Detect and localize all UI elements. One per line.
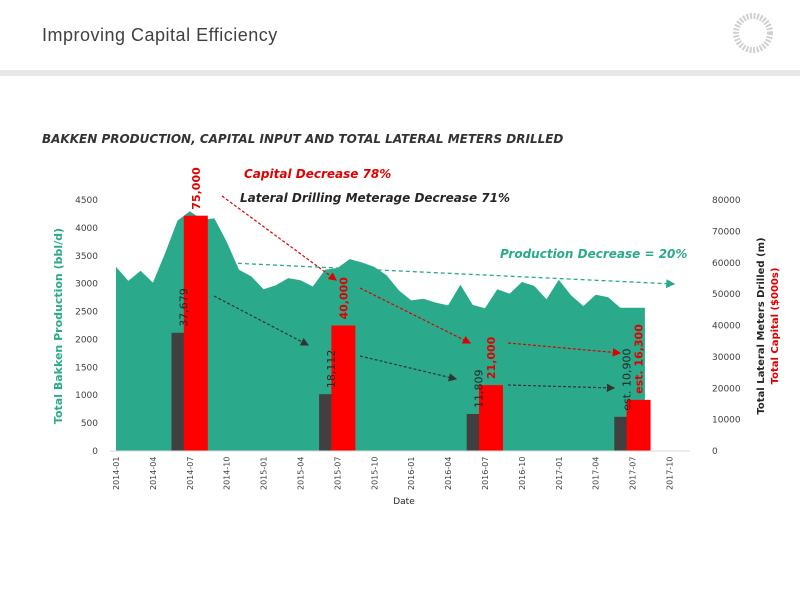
y-left-tick-label: 4000 <box>75 224 98 234</box>
capital-bar-label: 21,000 <box>485 336 498 379</box>
x-tick-label: 2016-10 <box>518 457 527 490</box>
production-area <box>116 211 645 451</box>
capital-trend-arrow <box>221 195 337 281</box>
capital-trend-arrow <box>359 287 472 344</box>
capital-trend-arrow <box>507 342 622 357</box>
capital-bar <box>183 215 208 451</box>
y-right-tick-label: 80000 <box>712 196 741 206</box>
x-tick-label: 2014-07 <box>186 457 195 490</box>
capital-bar <box>331 325 356 451</box>
slide-title: Improving Capital Efficiency <box>42 25 278 45</box>
production-decrease-annotation: Production Decrease = 20% <box>500 247 687 261</box>
x-tick-label: 2014-10 <box>223 457 232 490</box>
x-tick-label: 2017-10 <box>666 457 675 490</box>
y-right-tick-label: 60000 <box>712 259 741 269</box>
y-right-axis-title-meters: Total Lateral Meters Drilled (m) <box>756 237 767 414</box>
y-left-tick-label: 500 <box>81 419 98 429</box>
y-right-tick-label: 30000 <box>712 353 741 363</box>
x-tick-label: 2015-01 <box>260 457 269 490</box>
production-trend-arrow <box>209 261 676 289</box>
x-tick-label: 2015-07 <box>333 457 342 490</box>
meters-trend-arrow <box>359 355 458 382</box>
meters-bar-label: 18,112 <box>325 350 338 389</box>
y-left-tick-label: 1000 <box>75 391 98 401</box>
y-left-tick-label: 2000 <box>75 335 98 345</box>
capital-decrease-annotation: Capital Decrease 78% <box>244 167 391 181</box>
y-right-tick-label: 40000 <box>712 322 741 332</box>
x-tick-label: 2014-01 <box>112 457 121 490</box>
meters-trend-arrow <box>213 295 310 346</box>
y-right-tick-label: 50000 <box>712 290 741 300</box>
y-left-tick-label: 1500 <box>75 363 98 373</box>
y-left-tick-label: 3500 <box>75 252 98 262</box>
capital-bar <box>479 385 503 451</box>
y-left-tick-label: 4500 <box>75 196 98 206</box>
y-left-axis-title: Total Bakken Production (bbl/d) <box>52 228 65 424</box>
y-right-axis-title-capital: Total Capital ($000s) <box>770 268 781 385</box>
y-right-tick-label: 10000 <box>712 416 741 426</box>
y-right-tick-label: 0 <box>712 447 718 457</box>
x-tick-label: 2014-04 <box>149 457 158 490</box>
y-left-tick-label: 3000 <box>75 280 98 290</box>
meters-bar-label: 11,809 <box>473 369 486 408</box>
meters-bar-label: 37,679 <box>178 288 191 327</box>
x-tick-label: 2016-04 <box>444 457 453 490</box>
x-tick-label: 2015-04 <box>297 457 306 490</box>
x-tick-label: 2016-07 <box>481 457 490 490</box>
x-tick-label: 2016-01 <box>407 457 416 490</box>
capital-bar <box>626 399 651 451</box>
x-tick-label: 2017-01 <box>555 457 564 490</box>
meterage-decrease-annotation: Lateral Drilling Meterage Decrease 71% <box>240 191 510 205</box>
x-tick-label: 2017-07 <box>629 457 638 490</box>
capital-bar-label: 40,000 <box>337 277 350 320</box>
y-left-tick-label: 2500 <box>75 308 98 318</box>
y-right-tick-label: 70000 <box>712 227 741 237</box>
y-left-tick-label: 0 <box>92 447 98 457</box>
company-logo-icon <box>733 13 773 53</box>
chart-title: BAKKEN PRODUCTION, CAPITAL INPUT AND TOT… <box>42 132 564 146</box>
y-right-tick-label: 20000 <box>712 384 741 394</box>
x-axis-title: Date <box>393 497 415 507</box>
meters-bar-label: est. 10,900 <box>620 349 633 411</box>
meters-trend-arrow <box>507 383 616 392</box>
header-divider <box>0 70 800 76</box>
capital-bar-label: 75,000 <box>190 167 203 210</box>
x-tick-label: 2017-04 <box>592 457 601 490</box>
x-tick-label: 2015-10 <box>370 457 379 490</box>
capital-bar-label: est. 16,300 <box>633 324 646 394</box>
